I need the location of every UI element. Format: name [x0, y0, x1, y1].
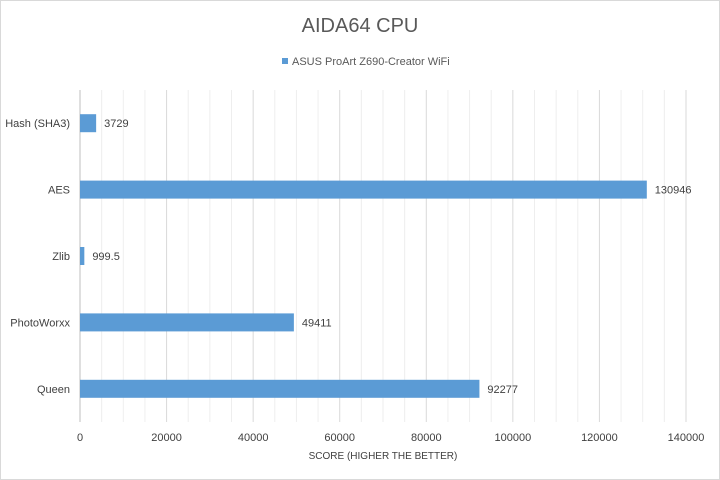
data-labels: 3729 130946 999.5 49411 92277	[92, 118, 691, 396]
data-label: 999.5	[92, 251, 120, 263]
bar	[80, 247, 85, 265]
x-tick-label: 60000	[324, 432, 355, 444]
category-label: Queen	[37, 384, 70, 396]
legend-swatch	[282, 58, 288, 64]
legend: ASUS ProArt Z690-Creator WiFi	[282, 56, 450, 68]
category-label: Hash (SHA3)	[5, 118, 70, 130]
gridlines	[79, 90, 687, 422]
data-label: 92277	[487, 384, 518, 396]
x-tick-label: 40000	[238, 432, 269, 444]
data-label: 49411	[302, 317, 332, 329]
x-axis-title: SCORE (HIGHER THE BETTER)	[309, 451, 458, 462]
legend-label: ASUS ProArt Z690-Creator WiFi	[292, 56, 450, 68]
chart-title: AIDA64 CPU	[302, 15, 419, 37]
data-label: 130946	[655, 185, 692, 197]
x-tick-label: 80000	[411, 432, 442, 444]
bar	[80, 114, 97, 133]
category-label: Zlib	[52, 251, 70, 263]
x-tick-label: 20000	[151, 432, 182, 444]
x-tick-label: 120000	[581, 432, 618, 444]
bar	[80, 379, 480, 398]
bars	[80, 114, 647, 398]
category-label: AES	[48, 185, 70, 197]
data-label: 3729	[104, 118, 128, 130]
x-tick-label: 140000	[668, 432, 705, 444]
x-tick-label: 0	[77, 432, 83, 444]
category-labels: Hash (SHA3) AES Zlib PhotoWorxx Queen	[5, 118, 70, 396]
category-label: PhotoWorxx	[10, 317, 70, 329]
x-tick-labels: 0 20000 40000 60000 80000 100000 120000 140000	[77, 432, 704, 444]
x-tick-label: 100000	[494, 432, 531, 444]
bar	[80, 313, 294, 332]
bar	[80, 180, 647, 199]
